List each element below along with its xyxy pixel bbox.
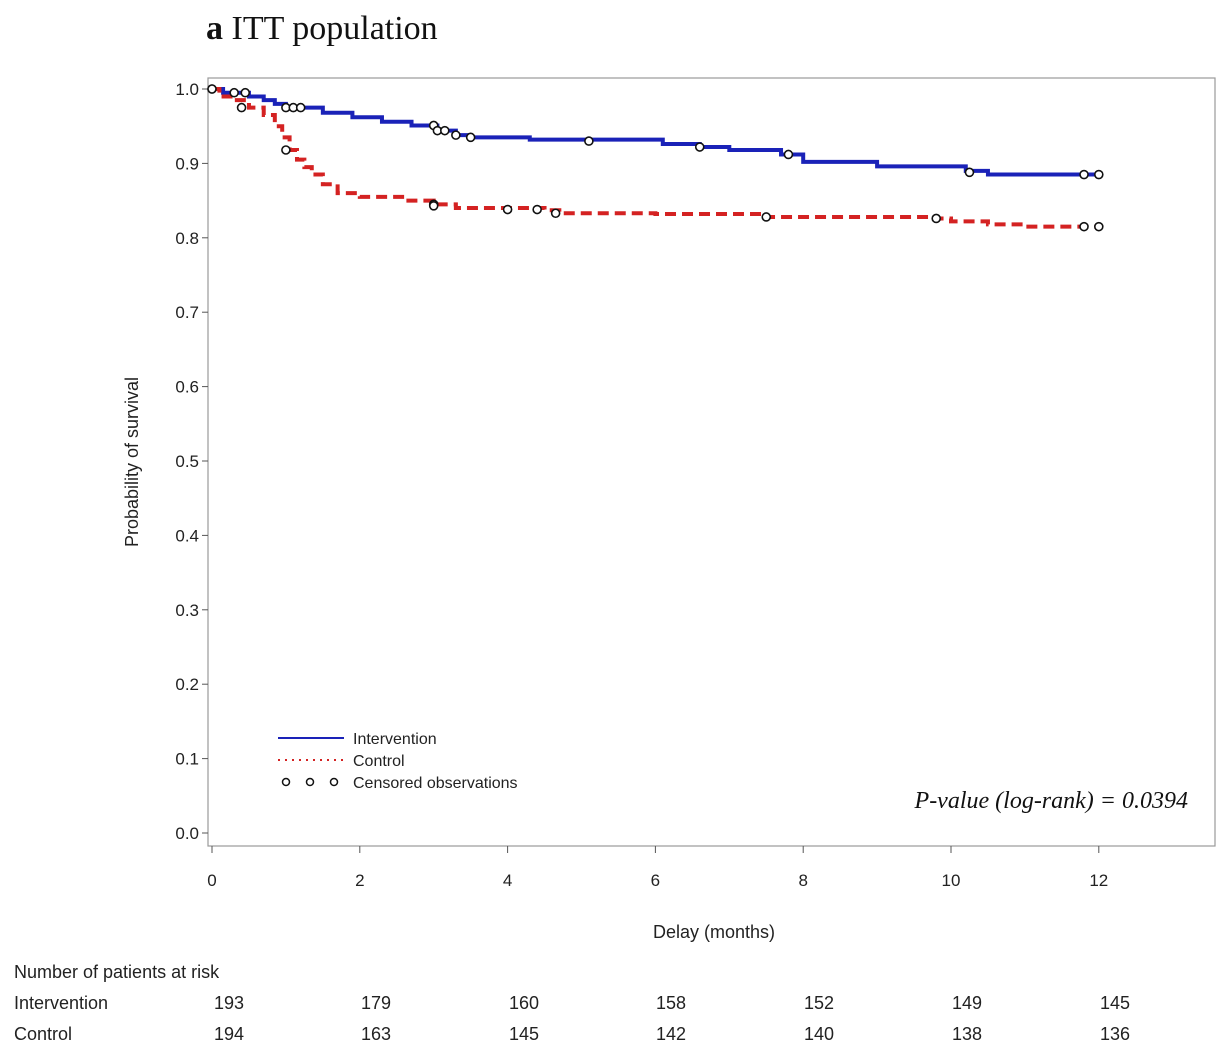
risk-value: 179 xyxy=(361,993,391,1013)
risk-value: 163 xyxy=(361,1024,391,1044)
y-tick-label: 0.7 xyxy=(175,303,199,322)
risk-value: 149 xyxy=(952,993,982,1013)
risk-value: 142 xyxy=(656,1024,686,1044)
control-curve xyxy=(212,87,1099,229)
censor-mark xyxy=(761,212,772,222)
risk-value: 145 xyxy=(1100,993,1130,1013)
y-tick-label: 0.8 xyxy=(175,229,199,248)
censor-mark xyxy=(229,87,239,98)
y-axis-label: Probability of survival xyxy=(122,377,142,547)
y-tick-label: 0.4 xyxy=(175,526,199,545)
censor-mark xyxy=(783,149,794,160)
censor-mark xyxy=(550,208,561,219)
y-tick-label: 0.9 xyxy=(175,154,199,173)
plot-frame xyxy=(207,77,1216,847)
censor-mark xyxy=(451,130,461,140)
risk-value: 194 xyxy=(214,1024,244,1044)
risk-value: 136 xyxy=(1100,1024,1130,1044)
legend-censor-marker xyxy=(305,777,315,787)
legend-censored-label: Censored observations xyxy=(353,775,518,792)
x-tick-label: 8 xyxy=(798,871,807,890)
risk-value: 193 xyxy=(214,993,244,1013)
censor-mark xyxy=(931,213,942,224)
censor-mark xyxy=(465,132,476,143)
axes: 0.0 0.1 0.2 0.3 0.4 0.5 0.6 0.7 0.8 0.9 1.0 0 2 4 6 8 10… xyxy=(122,80,1108,942)
censor-mark xyxy=(502,204,513,215)
legend-intervention-label: Intervention xyxy=(353,731,437,748)
risk-table: Number of patients at risk Intervention 19… xyxy=(14,962,1130,1044)
y-tick-label: 0.2 xyxy=(175,675,199,694)
panel-title: a ITT population xyxy=(206,10,438,48)
y-tick-label: 0.3 xyxy=(175,601,199,620)
risk-row-label: Control xyxy=(14,1024,72,1044)
censor-mark xyxy=(1094,221,1104,232)
y-tick-label: 0.6 xyxy=(175,378,199,397)
y-tick-label: 1.0 xyxy=(175,80,199,99)
censor-mark xyxy=(295,102,306,113)
legend-censor-marker xyxy=(281,777,291,787)
y-tick-label: 0.1 xyxy=(175,750,199,769)
risk-value: 160 xyxy=(509,993,539,1013)
panel-letter: a xyxy=(206,10,223,47)
legend-control-label: Control xyxy=(353,753,405,770)
x-tick-label: 0 xyxy=(207,871,216,890)
censor-mark xyxy=(694,142,705,152)
censor-mark xyxy=(584,136,594,146)
x-tick-label: 2 xyxy=(355,871,364,890)
censor-mark xyxy=(1079,221,1089,232)
plot-border xyxy=(207,77,1216,847)
x-tick-label: 4 xyxy=(503,871,512,890)
x-tick-label: 6 xyxy=(651,871,660,890)
risk-row-label: Intervention xyxy=(14,993,108,1013)
censor-mark xyxy=(207,84,217,94)
y-tick-label: 0.5 xyxy=(175,452,199,471)
censor-mark xyxy=(964,167,975,178)
risk-value: 152 xyxy=(804,993,834,1013)
x-tick-label: 12 xyxy=(1089,871,1108,890)
risk-value: 138 xyxy=(952,1024,982,1044)
censor-mark xyxy=(1079,169,1089,180)
y-tick-label: 0.0 xyxy=(175,824,199,843)
panel-title-text: ITT population xyxy=(231,10,438,47)
x-axis-label: Delay (months) xyxy=(653,922,775,942)
censor-mark xyxy=(281,145,291,155)
censor-mark xyxy=(532,204,542,215)
intervention-curve xyxy=(212,87,1099,177)
censor-mark xyxy=(236,102,247,113)
risk-table-title: Number of patients at risk xyxy=(14,962,220,982)
legend: Intervention Control Censored observations xyxy=(278,731,518,792)
legend-censor-marker xyxy=(329,777,339,787)
censor-marks xyxy=(207,84,1104,232)
censor-mark xyxy=(428,201,439,211)
survival-curves xyxy=(212,87,1099,229)
risk-value: 145 xyxy=(509,1024,539,1044)
censor-mark xyxy=(439,125,450,136)
pvalue-annotation: P-value (log-rank) = 0.0394 xyxy=(914,788,1188,814)
risk-value: 140 xyxy=(804,1024,834,1044)
x-tick-label: 10 xyxy=(942,871,961,890)
risk-value: 158 xyxy=(656,993,686,1013)
censor-mark xyxy=(240,87,251,98)
censor-mark xyxy=(1094,169,1104,180)
